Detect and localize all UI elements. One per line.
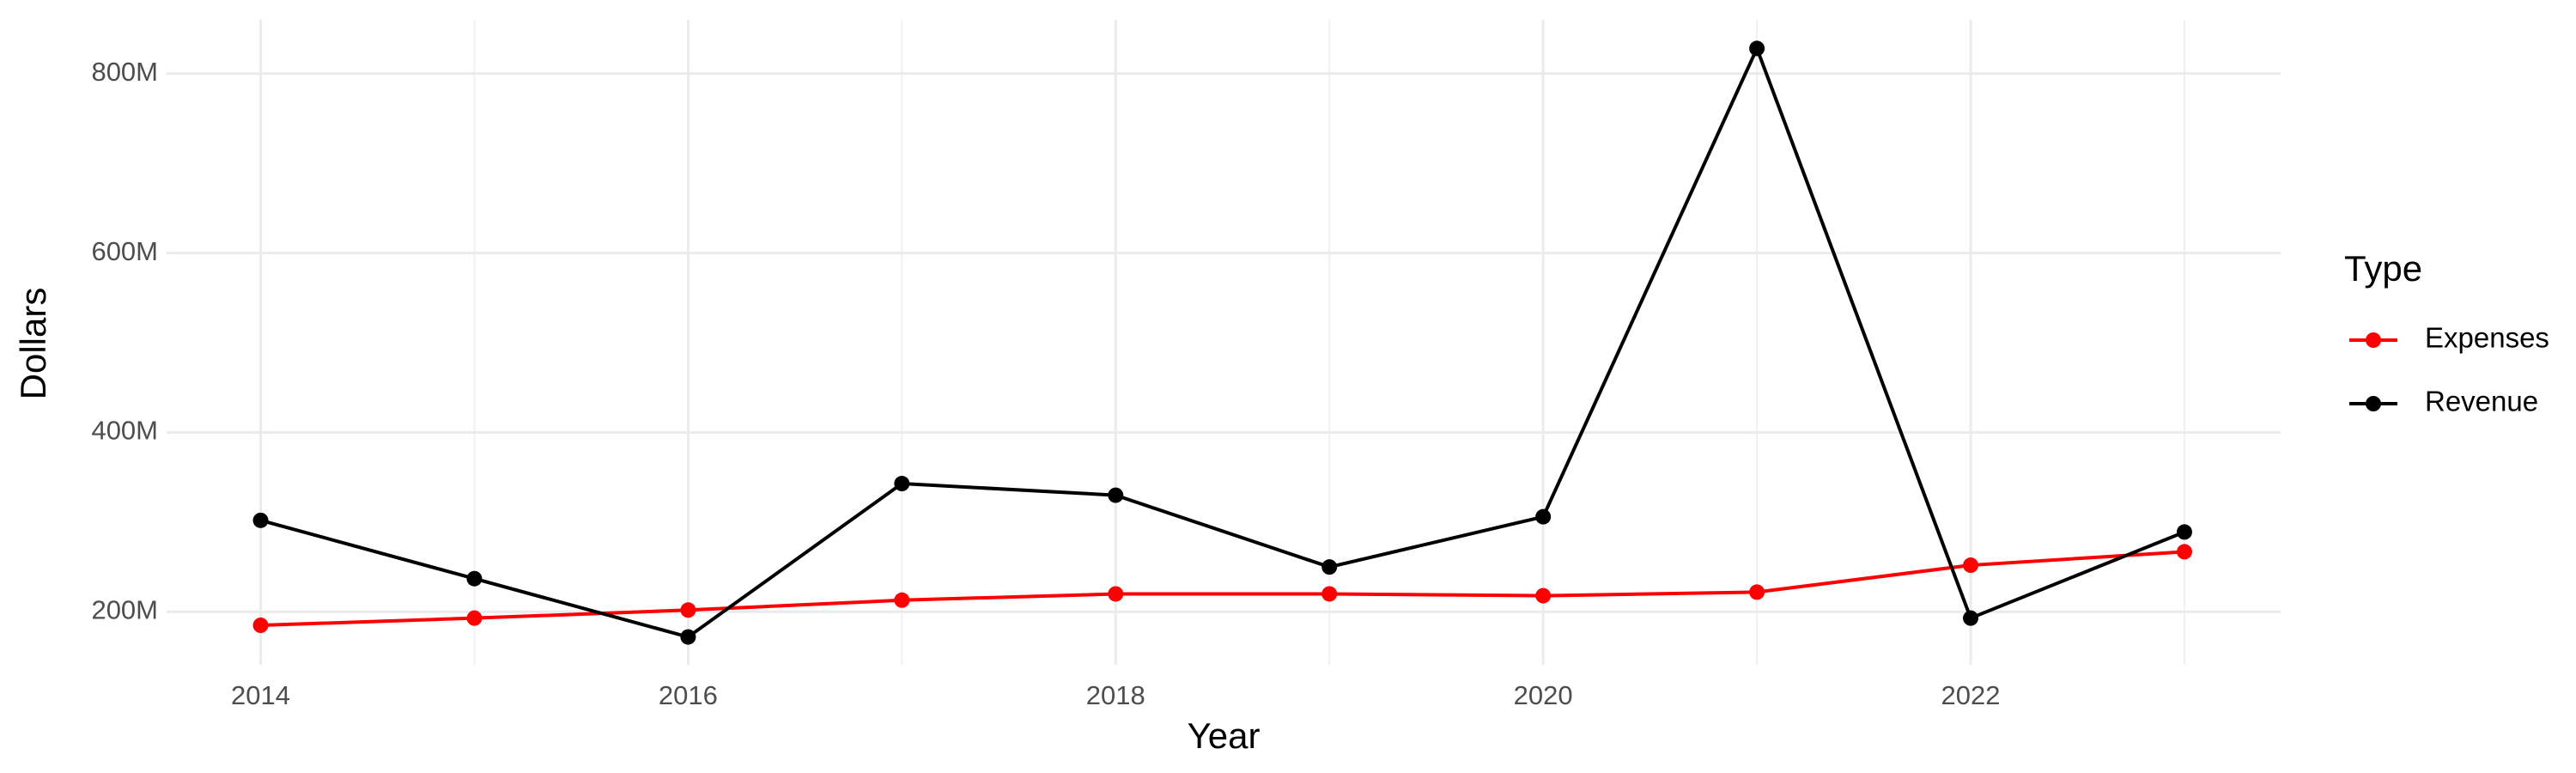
series-line [260, 550, 2185, 628]
x-tick-label: 2018 [1086, 680, 1145, 710]
data-point [1321, 559, 1338, 575]
data-point [252, 618, 269, 634]
data-point [680, 629, 696, 645]
series-line [260, 44, 2185, 639]
y-tick-label: 400M [91, 416, 158, 446]
data-point [894, 476, 910, 492]
data-point [894, 592, 910, 608]
y-tick-label: 600M [91, 236, 158, 266]
y-tick-label: 200M [91, 595, 158, 625]
data-point [1749, 40, 1765, 57]
x-tick-label: 2020 [1514, 680, 1573, 710]
data-point [466, 610, 483, 626]
data-point [2176, 544, 2192, 560]
data-point [252, 512, 269, 528]
legend-label: Revenue [2425, 386, 2538, 417]
data-point [1535, 587, 1552, 604]
x-tick-label: 2016 [659, 680, 718, 710]
data-point [1963, 557, 1979, 574]
x-tick-label: 2014 [231, 680, 290, 710]
data-point [1749, 584, 1765, 600]
legend-key [2366, 332, 2381, 348]
legend-label: Expenses [2425, 322, 2549, 354]
y-axis-title: Dollars [13, 288, 53, 400]
data-point [680, 602, 696, 618]
data-point [1321, 586, 1338, 602]
y-tick-label: 800M [91, 57, 158, 87]
data-point [466, 570, 483, 587]
x-axis-title: Year [1188, 715, 1261, 756]
data-point [2176, 524, 2192, 540]
data-point [1963, 610, 1979, 626]
legend-key [2366, 396, 2381, 411]
data-point [1535, 508, 1552, 525]
x-tick-label: 2022 [1941, 680, 2001, 710]
data-point [1108, 487, 1124, 503]
data-point [1108, 586, 1124, 602]
legend-title: Type [2344, 248, 2422, 289]
